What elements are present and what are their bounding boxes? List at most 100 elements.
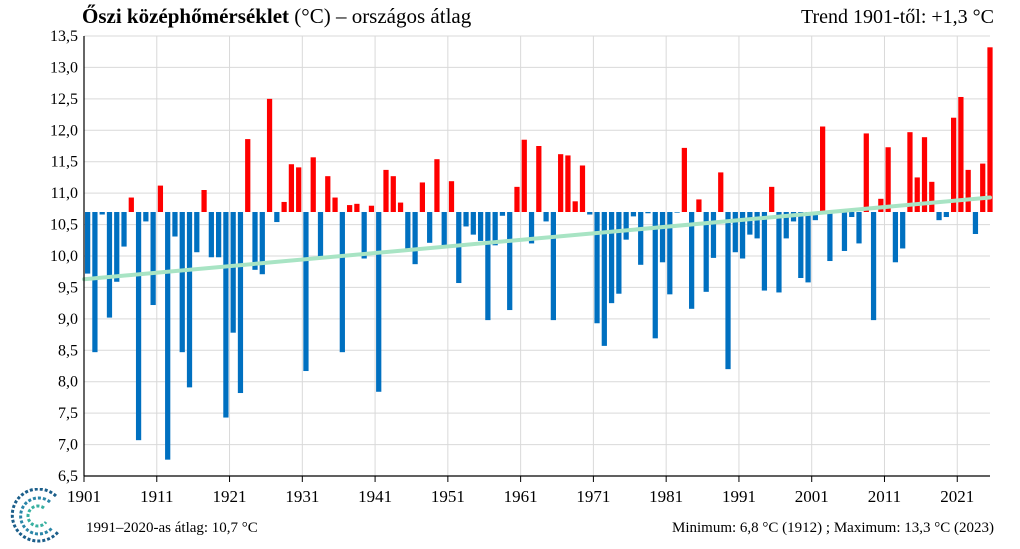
bar-2020 bbox=[950, 117, 957, 212]
bar-1938 bbox=[354, 203, 360, 212]
y-tick-label: 11,5 bbox=[51, 154, 78, 171]
bar-2006 bbox=[849, 212, 855, 218]
bar-1945 bbox=[405, 212, 411, 251]
bar-1974 bbox=[616, 212, 622, 294]
bar-2012 bbox=[892, 212, 899, 263]
bar-1953 bbox=[463, 212, 469, 227]
bar-1952 bbox=[456, 212, 462, 284]
bar-1979 bbox=[652, 212, 658, 339]
x-tick-label: 1921 bbox=[213, 487, 247, 506]
bar-1932 bbox=[310, 157, 316, 212]
bar-1996 bbox=[776, 212, 782, 293]
chart-title-rest: (°C) – országos átlag bbox=[289, 4, 472, 28]
bar-1946 bbox=[412, 212, 418, 265]
bar-1929 bbox=[288, 164, 295, 212]
bar-2005 bbox=[841, 212, 848, 251]
bar-1907 bbox=[128, 197, 134, 212]
y-tick-label: 9,5 bbox=[58, 279, 78, 296]
bar-1917 bbox=[201, 190, 207, 212]
bar-1981 bbox=[667, 212, 673, 295]
bar-2024 bbox=[980, 163, 986, 212]
bar-1941 bbox=[376, 212, 382, 392]
bar-1960 bbox=[514, 186, 520, 212]
y-tick-label: 10,0 bbox=[50, 248, 78, 265]
y-tick-label: 8,5 bbox=[58, 342, 78, 359]
bar-1955 bbox=[477, 212, 484, 241]
bar-1967 bbox=[565, 155, 571, 212]
y-axis-ticks: 6,5 7,0 7,5 8,0 8,5 9,0 9,5 10,0 10,5 11,0 11,5 12,… bbox=[50, 28, 78, 485]
bar-1937 bbox=[346, 205, 353, 212]
bar-1980 bbox=[659, 212, 666, 263]
y-tick-label: 13,0 bbox=[50, 59, 78, 76]
bar-2009 bbox=[870, 212, 877, 321]
bar-2001 bbox=[812, 212, 818, 221]
met-service-logo bbox=[10, 488, 60, 543]
bar-2000 bbox=[805, 212, 811, 283]
bar-1957 bbox=[492, 212, 498, 246]
average-note: 1991–2020-as átlag: 10,7 °C bbox=[86, 520, 258, 536]
bar-2016 bbox=[921, 137, 928, 212]
bar-1993 bbox=[754, 212, 760, 239]
x-tick-label: 2001 bbox=[795, 487, 829, 506]
y-tick-label: 11,0 bbox=[51, 185, 78, 202]
bar-1972 bbox=[601, 212, 607, 346]
bar-2003 bbox=[827, 212, 833, 262]
logo-arc-mid bbox=[19, 496, 54, 536]
chart-title-bold: Őszi középhőmérséklet bbox=[82, 4, 290, 28]
bar-2021 bbox=[958, 96, 964, 212]
bar-1949 bbox=[434, 159, 440, 212]
x-tick-label: 1971 bbox=[576, 487, 610, 506]
trend-line-group bbox=[82, 195, 992, 282]
y-tick-label: 10,5 bbox=[50, 217, 78, 234]
x-tick-label: 1991 bbox=[722, 487, 756, 506]
bar-1963 bbox=[536, 146, 542, 212]
bar-1913 bbox=[172, 212, 178, 237]
bar-2008 bbox=[863, 133, 869, 212]
bar-1985 bbox=[696, 199, 702, 212]
bar-1973 bbox=[608, 212, 615, 304]
bar-1919 bbox=[216, 212, 222, 258]
bar-1983 bbox=[681, 147, 687, 212]
bar-1927 bbox=[274, 212, 280, 223]
bar-1987 bbox=[710, 212, 717, 258]
bar-1942 bbox=[383, 169, 389, 212]
bar-1999 bbox=[798, 212, 804, 278]
bar-1925 bbox=[259, 212, 265, 275]
bar-1962 bbox=[528, 212, 535, 244]
bar-1910 bbox=[150, 212, 156, 306]
x-tick-label: 1951 bbox=[431, 487, 465, 506]
x-tick-label: 1901 bbox=[67, 487, 101, 506]
bar-1991 bbox=[739, 212, 746, 259]
bar-1944 bbox=[397, 202, 404, 212]
logo-arc-outer bbox=[10, 488, 60, 543]
bar-1976 bbox=[630, 212, 637, 217]
logo-swirl bbox=[10, 488, 60, 543]
bar-2007 bbox=[856, 212, 862, 244]
bar-1984 bbox=[689, 212, 695, 309]
bar-1931 bbox=[303, 212, 309, 372]
bar-1936 bbox=[339, 212, 345, 353]
bar-1970 bbox=[587, 212, 593, 215]
bar-1920 bbox=[223, 212, 229, 418]
bar-1924 bbox=[252, 212, 258, 270]
x-tick-label: 1981 bbox=[649, 487, 683, 506]
bar-1992 bbox=[747, 212, 753, 235]
bar-1977 bbox=[638, 212, 644, 265]
bar-1908 bbox=[135, 212, 142, 441]
bar-1959 bbox=[507, 212, 513, 311]
bar-1904 bbox=[106, 212, 113, 318]
chart-title: Őszi középhőmérséklet (°C) – országos át… bbox=[82, 4, 471, 29]
bar-1995 bbox=[769, 186, 775, 212]
x-tick-label: 1961 bbox=[504, 487, 538, 506]
y-tick-label: 12,5 bbox=[50, 91, 78, 108]
bar-1922 bbox=[237, 212, 244, 394]
bar-1930 bbox=[296, 167, 302, 212]
bar-1928 bbox=[281, 201, 287, 212]
bar-1986 bbox=[703, 212, 709, 292]
x-tick-label: 1941 bbox=[358, 487, 392, 506]
bar-2011 bbox=[885, 147, 891, 212]
bar-2017 bbox=[929, 181, 935, 212]
bar-1968 bbox=[572, 201, 578, 212]
bar-1961 bbox=[521, 139, 527, 212]
